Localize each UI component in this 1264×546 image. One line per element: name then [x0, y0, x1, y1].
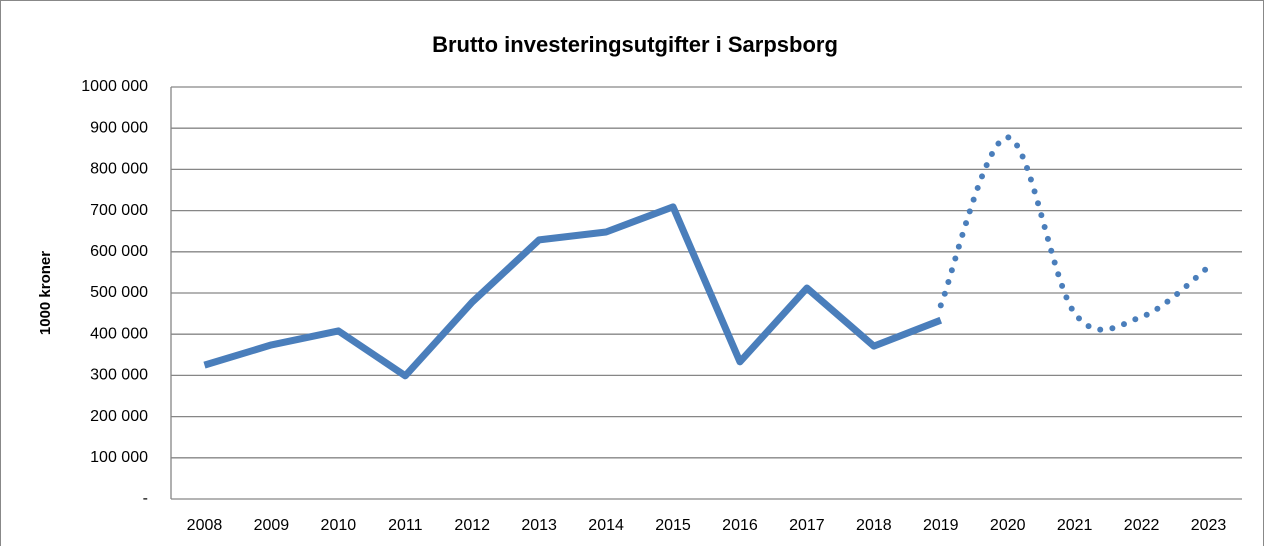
chart-title: Brutto investeringsutgifter i Sarpsborg	[432, 32, 838, 57]
y-tick-label: 900 000	[90, 119, 148, 136]
y-tick-label: 300 000	[90, 367, 148, 384]
x-tick-label: 2016	[722, 517, 758, 534]
y-tick-label: 500 000	[90, 284, 148, 301]
y-tick-label: 700 000	[90, 202, 148, 219]
x-tick-label: 2023	[1191, 517, 1227, 534]
x-tick-label: 2013	[521, 517, 557, 534]
x-tick-label: 2015	[655, 517, 691, 534]
y-tick-label: 100 000	[90, 449, 148, 466]
y-tick-label: 200 000	[90, 408, 148, 425]
x-tick-label: 2010	[321, 517, 357, 534]
x-tick-label: 2014	[588, 517, 624, 534]
x-tick-label: 2011	[388, 517, 423, 534]
x-tick-label: 2021	[1057, 517, 1093, 534]
y-axis-label: 1000 kroner	[37, 251, 54, 335]
x-tick-label: 2020	[990, 517, 1026, 534]
x-tick-label: 2019	[923, 517, 959, 534]
x-tick-label: 2012	[454, 517, 490, 534]
y-tick-label: 400 000	[90, 325, 148, 342]
x-tick-label: 2009	[254, 517, 290, 534]
y-tick-label: 1000 000	[81, 78, 148, 95]
x-tick-label: 2008	[187, 517, 223, 534]
y-tick-label: 800 000	[90, 161, 148, 178]
y-tick-label: 600 000	[90, 243, 148, 260]
x-tick-label: 2017	[789, 517, 825, 534]
x-tick-label: 2022	[1124, 517, 1160, 534]
series-line	[203, 203, 943, 380]
y-tick-label: -	[143, 490, 148, 507]
x-tick-label: 2018	[856, 517, 892, 534]
